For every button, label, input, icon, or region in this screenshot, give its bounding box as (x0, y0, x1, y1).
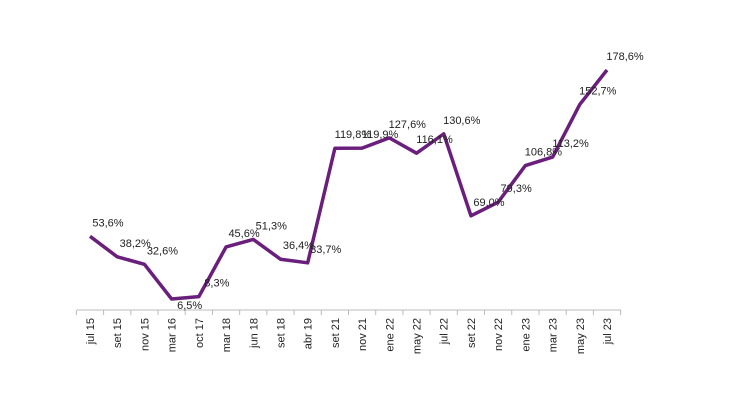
data-label: 127,6% (389, 119, 427, 131)
data-label: 45,6% (228, 228, 259, 240)
x-tick-label: nov 15 (139, 318, 151, 351)
data-label: 8,3% (204, 278, 229, 290)
data-label: 38,2% (120, 238, 151, 250)
x-tick-label: may 23 (575, 318, 587, 354)
data-label: 36,4% (283, 240, 314, 252)
data-label: 32,6% (147, 245, 178, 257)
data-label: 119,9% (362, 129, 399, 141)
x-tick-label: set 22 (466, 318, 478, 348)
data-label: 53,6% (92, 217, 123, 229)
x-tick-label: jul 22 (439, 318, 451, 345)
data-label: 69,0% (473, 197, 504, 209)
x-tick-label: oct 17 (194, 318, 206, 348)
x-tick-label: may 22 (412, 318, 424, 354)
data-label: 116,1% (416, 134, 453, 146)
data-label: 33,7% (310, 244, 341, 256)
data-label: 113,2% (552, 138, 589, 150)
data-label: 79,3% (501, 183, 532, 195)
x-tick-label: ene 22 (384, 318, 396, 352)
x-tick-label: abr 19 (303, 318, 315, 349)
x-tick-label: ene 23 (520, 318, 532, 352)
x-tick-label: set 15 (112, 318, 124, 348)
data-label: 119,8% (335, 129, 372, 141)
x-tick-label: jul 23 (602, 318, 614, 345)
data-label: 130,6% (443, 115, 481, 127)
x-tick-label: mar 18 (221, 318, 233, 352)
x-tick-label: jun 18 (248, 318, 260, 349)
data-label: 178,6% (606, 51, 644, 63)
x-tick-label: mar 23 (548, 318, 560, 352)
x-tick-label: nov 21 (357, 318, 369, 351)
data-label: 51,3% (256, 220, 287, 232)
x-tick-label: set 21 (330, 318, 342, 348)
x-tick-label: jul 15 (85, 318, 97, 345)
x-tick-label: mar 16 (167, 318, 179, 352)
data-label: 152,7% (579, 85, 617, 97)
line (88, 68, 609, 301)
data-label: 106,8% (525, 147, 563, 159)
x-tick-label: nov 22 (493, 318, 505, 351)
data-label: 6,5% (177, 300, 202, 312)
x-tick-label: set 18 (275, 318, 287, 348)
